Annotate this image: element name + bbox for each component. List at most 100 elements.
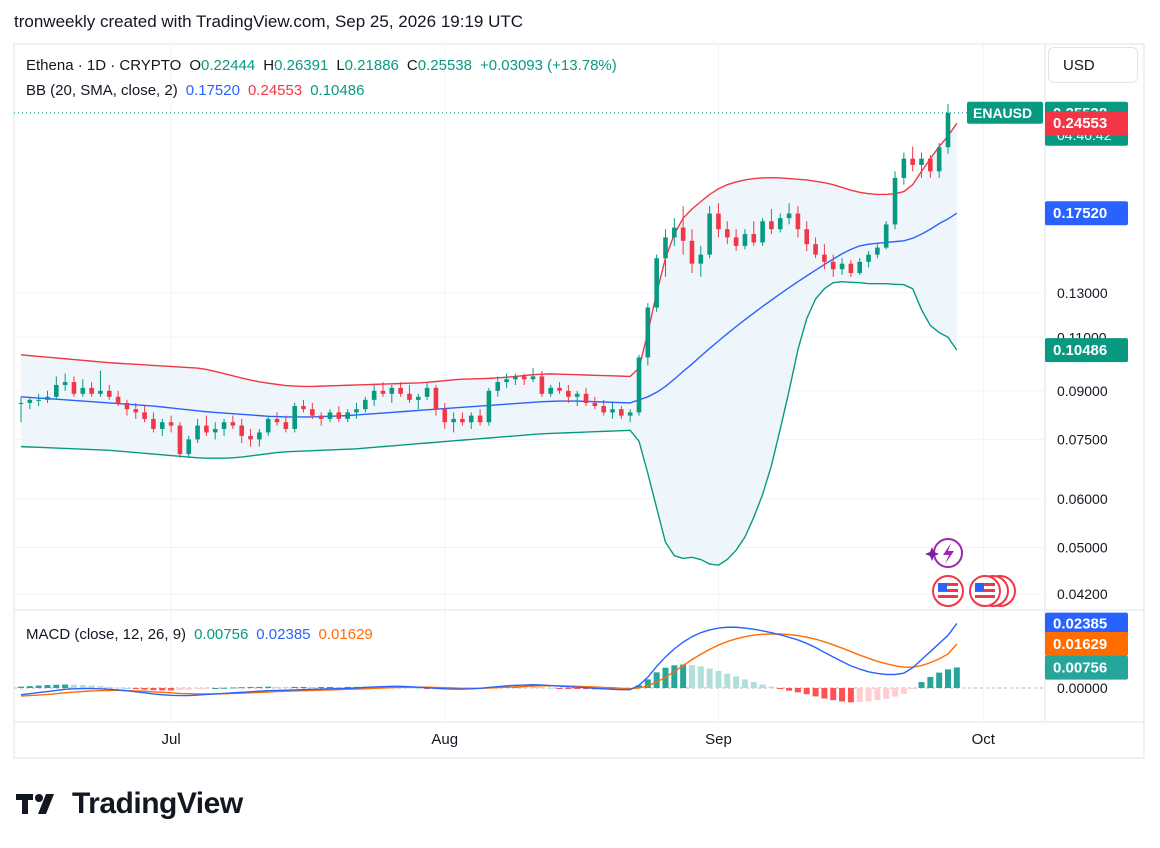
- macd-histogram-bar: [636, 685, 642, 688]
- candle-body: [248, 435, 253, 440]
- candle-body: [389, 387, 395, 394]
- candle-body: [645, 307, 651, 358]
- macd-histogram-bar: [97, 686, 104, 688]
- macd-histogram-bar: [70, 684, 77, 688]
- candle-body: [857, 261, 863, 274]
- candle-body: [221, 422, 227, 429]
- currency-selector-button[interactable]: USD: [1048, 47, 1138, 83]
- candle-body: [424, 387, 430, 397]
- candles: [14, 104, 1045, 458]
- candle-body: [875, 247, 880, 255]
- candle-body: [822, 254, 827, 262]
- lightning-event-icon[interactable]: [925, 538, 963, 568]
- candle-body: [318, 415, 324, 419]
- legend-bb-upper: 0.24553: [248, 82, 302, 99]
- macd-histogram-bar: [547, 687, 554, 689]
- candle-body: [195, 425, 200, 440]
- macd-histogram-bar: [644, 679, 651, 688]
- candle-body: [680, 227, 686, 241]
- candle-body: [27, 399, 33, 403]
- macd-histogram-bar: [909, 688, 916, 689]
- macd-histogram-bar: [62, 684, 69, 688]
- macd-histogram-bar: [786, 688, 793, 691]
- candle-body: [133, 409, 139, 413]
- candle-body: [310, 409, 315, 416]
- legend-low-label: L: [336, 57, 344, 74]
- candle-body: [327, 412, 333, 419]
- events[interactable]: [925, 538, 1016, 607]
- macd-line-tag-bg: [1045, 612, 1128, 635]
- macd-histogram-bar: [688, 665, 695, 688]
- bb-lower-tag-bg: [1045, 338, 1128, 363]
- macd-histogram-bar: [856, 688, 863, 703]
- macd-histogram-bar: [839, 688, 846, 702]
- tradingview-logo: TradingView: [16, 786, 243, 822]
- chart-frame: [13, 43, 1145, 759]
- macd-histogram-bar: [44, 685, 51, 688]
- candle-body: [592, 402, 598, 407]
- macd-histogram-bar: [830, 688, 837, 701]
- candle-body: [468, 415, 474, 423]
- macd-histogram-bar: [750, 682, 757, 688]
- legend-open-label: O: [189, 57, 201, 74]
- candle-body: [636, 357, 642, 413]
- macd-histogram-bar: [900, 688, 907, 694]
- us-flag-event-group-icon[interactable]: [969, 575, 1016, 607]
- svg-text:MACD (close, 12, 26, 9)0.00756: MACD (close, 12, 26, 9) 0.00756 0.02385 0.0…: [26, 626, 373, 643]
- candle-body: [548, 387, 554, 394]
- candle-body: [80, 387, 86, 394]
- candle-body: [345, 412, 350, 419]
- macd-histogram-bar: [88, 685, 95, 688]
- legend-close-label: C: [407, 57, 418, 74]
- candle-body: [769, 221, 774, 230]
- price-axis-tick: 0.09000: [1057, 383, 1108, 399]
- candle-body: [177, 425, 183, 455]
- candle-body: [89, 387, 94, 394]
- macd-histogram-bar: [697, 666, 704, 688]
- candle-body: [566, 390, 571, 397]
- macd-histogram-bar: [777, 688, 784, 689]
- symbol-tag: ENAUSD: [973, 105, 1032, 121]
- macd-histogram-bar: [18, 686, 24, 688]
- time-axis-label: Sep: [705, 731, 732, 748]
- candle-body: [442, 409, 448, 423]
- legend-high-label: H: [263, 57, 274, 74]
- bb-basis-tag-bg: [1045, 201, 1128, 226]
- candle-body: [45, 396, 50, 400]
- candle-body: [530, 376, 536, 380]
- macd-histogram-bar: [865, 688, 872, 702]
- macd-histogram-bar: [26, 686, 33, 688]
- candle-body: [892, 177, 898, 225]
- macd-histogram-bar: [53, 684, 60, 688]
- candle-body: [336, 412, 342, 419]
- macd-histogram-bar: [221, 687, 228, 689]
- macd-histogram-bar: [565, 688, 572, 689]
- candle-body: [583, 393, 589, 403]
- macd-histogram-bar: [123, 688, 130, 689]
- macd-histogram-bar: [556, 688, 563, 689]
- macd-histogram-bar: [282, 686, 289, 688]
- candle-body: [928, 158, 933, 172]
- macd-histogram-bar: [892, 688, 899, 697]
- macd-histogram-bar: [538, 687, 545, 689]
- bb-basis-tag: 0.17520: [1053, 205, 1107, 222]
- macd-histogram-bar: [521, 686, 528, 688]
- candle-body: [539, 376, 545, 394]
- macd-histogram-bar: [35, 685, 42, 688]
- us-flag-event-icon[interactable]: [932, 575, 964, 607]
- macd-histogram-bar: [706, 668, 713, 688]
- macd-histogram-bar: [653, 672, 660, 688]
- candle-body: [654, 258, 659, 308]
- macd-histogram-bar: [953, 667, 960, 688]
- legend-close-value: 0.25538: [418, 57, 472, 74]
- macd-histogram-bar: [883, 688, 890, 699]
- price-axis-tick: 0.05000: [1057, 540, 1108, 556]
- candle-body: [106, 390, 112, 397]
- macd-histogram-bar: [203, 688, 210, 689]
- candle-body: [265, 418, 271, 433]
- legend: Ethena · 1D · CRYPTO O0.22444 H0.26391 L0.2…: [26, 57, 617, 643]
- candle-body: [839, 263, 845, 270]
- candle-body: [707, 213, 712, 255]
